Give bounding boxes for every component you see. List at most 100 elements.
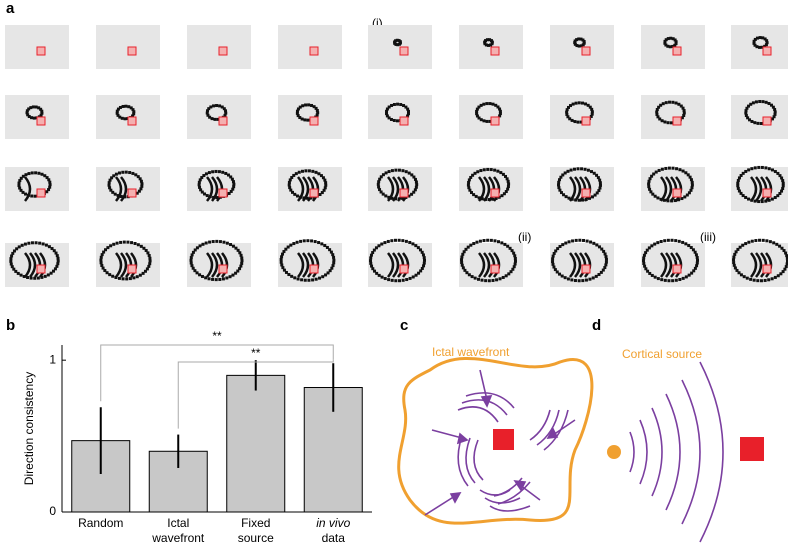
- activity: [331, 264, 335, 268]
- activity: [332, 258, 336, 262]
- activity: [573, 120, 577, 124]
- frame-bg: [731, 243, 788, 287]
- activity: [99, 261, 103, 265]
- activity: [656, 241, 660, 245]
- activity: [695, 258, 699, 262]
- activity: [467, 178, 471, 182]
- source-square: [493, 429, 514, 450]
- activity: [770, 277, 774, 281]
- activity: [650, 174, 654, 178]
- frame: [368, 238, 432, 287]
- stimulus: [490, 264, 500, 274]
- activity: [747, 240, 751, 244]
- activity: [214, 278, 218, 282]
- frame-label: (ii): [518, 230, 531, 244]
- activity: [106, 246, 110, 250]
- activity: [18, 179, 22, 183]
- activity: [741, 243, 745, 247]
- activity: [21, 174, 25, 178]
- inner-wave: [574, 176, 582, 202]
- activity: [401, 239, 405, 243]
- inner-wave: [120, 252, 128, 278]
- activity: [413, 177, 417, 181]
- activity: [54, 251, 58, 255]
- activity: [397, 42, 401, 46]
- activity: [758, 45, 762, 49]
- activity: [207, 171, 211, 175]
- activity: [642, 256, 646, 260]
- activity: [324, 273, 328, 277]
- activity: [280, 255, 284, 259]
- activity: [399, 103, 403, 107]
- activity: [467, 180, 471, 184]
- activity: [648, 177, 652, 181]
- activity: [693, 266, 697, 270]
- activity: [503, 242, 507, 246]
- activity: [647, 182, 651, 186]
- activity: [372, 248, 376, 252]
- activity: [477, 116, 481, 120]
- activity: [508, 246, 512, 250]
- activity: [22, 275, 26, 279]
- activity: [604, 255, 608, 259]
- activity: [498, 109, 502, 113]
- activity: [655, 110, 659, 114]
- activity: [651, 192, 655, 196]
- activity: [692, 269, 696, 273]
- activity: [111, 190, 115, 194]
- activity: [406, 109, 410, 113]
- activity: [674, 40, 678, 44]
- activity: [679, 104, 683, 108]
- activity: [414, 185, 418, 189]
- activity: [488, 119, 492, 123]
- frame-label: (i): [372, 16, 383, 30]
- activity: [642, 253, 646, 257]
- activity: [646, 269, 650, 273]
- activity: [379, 175, 383, 179]
- activity: [298, 105, 302, 109]
- inner-wave: [483, 252, 491, 278]
- activity: [369, 259, 373, 263]
- activity: [293, 276, 297, 280]
- activity: [302, 239, 306, 243]
- activity: [296, 114, 300, 118]
- activity: [566, 115, 570, 119]
- activity: [604, 257, 608, 261]
- inner-wave: [569, 252, 577, 278]
- activity: [200, 190, 204, 194]
- activity: [655, 112, 659, 116]
- activity: [293, 192, 297, 196]
- activity: [678, 278, 682, 282]
- activity: [473, 171, 477, 175]
- activity: [111, 274, 115, 278]
- activity: [488, 102, 492, 106]
- activity: [317, 241, 321, 245]
- diagram-label: Ictal wavefront: [432, 345, 510, 359]
- activity: [316, 111, 320, 115]
- activity: [17, 184, 21, 188]
- activity: [463, 268, 467, 272]
- activity: [332, 255, 336, 259]
- activity: [113, 192, 117, 196]
- activity: [669, 121, 673, 125]
- activity: [295, 109, 299, 113]
- activity: [660, 167, 664, 171]
- activity: [758, 238, 762, 242]
- activity: [195, 271, 199, 275]
- activity: [647, 179, 651, 183]
- inner-wave: [478, 176, 486, 202]
- activity: [410, 173, 414, 177]
- activity: [227, 191, 231, 195]
- activity: [501, 172, 505, 176]
- activity: [506, 187, 510, 191]
- activity: [30, 194, 34, 198]
- activity: [764, 166, 768, 170]
- activity: [281, 252, 285, 256]
- activity: [747, 168, 751, 172]
- activity: [498, 107, 502, 111]
- activity: [482, 168, 486, 172]
- activity: [119, 194, 123, 198]
- activity: [566, 277, 570, 281]
- activity: [475, 114, 479, 118]
- activity: [659, 239, 663, 243]
